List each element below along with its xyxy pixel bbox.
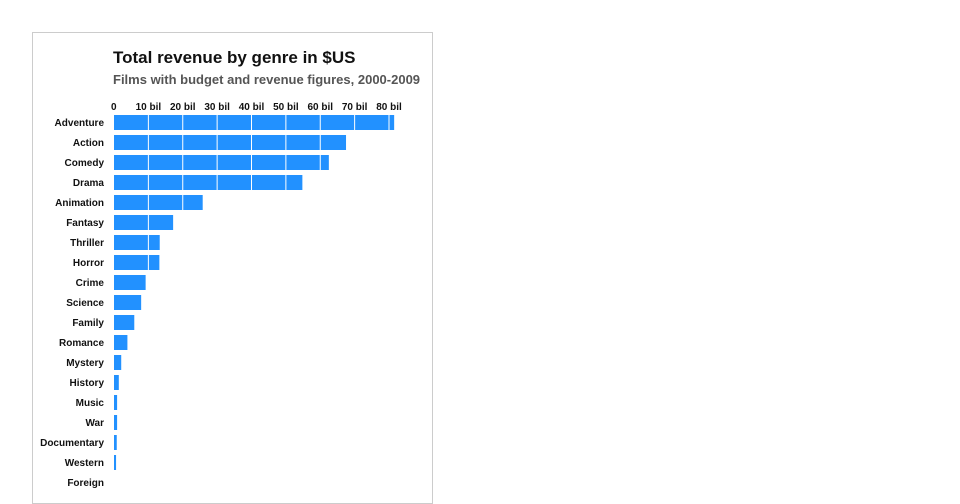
- category-label: Foreign: [67, 478, 104, 489]
- x-tick-label: 10 bil: [136, 102, 162, 113]
- category-label: Science: [66, 298, 104, 309]
- bar-war: [114, 415, 118, 430]
- category-label: Crime: [76, 278, 105, 289]
- category-label: Fantasy: [66, 218, 104, 229]
- category-label: Animation: [55, 198, 104, 209]
- category-label: Western: [65, 458, 104, 469]
- x-tick-label: 50 bil: [273, 102, 299, 113]
- category-label: Adventure: [55, 118, 105, 129]
- bar-fantasy: [114, 215, 174, 230]
- chart-panel: [32, 32, 433, 504]
- category-label: Comedy: [65, 158, 105, 169]
- category-label: History: [70, 378, 105, 389]
- bar-crime: [114, 275, 146, 290]
- category-label: Action: [73, 138, 104, 149]
- y-axis: Adventure Action Comedy Drama Animation Fanta…: [40, 118, 104, 489]
- bar-science: [114, 295, 142, 310]
- x-tick-label: 20 bil: [170, 102, 196, 113]
- category-label: Horror: [73, 258, 104, 269]
- bar-romance: [114, 335, 128, 350]
- category-label: Family: [72, 318, 104, 329]
- category-label: War: [85, 418, 104, 429]
- category-label: Drama: [73, 178, 105, 189]
- bar-documentary: [114, 435, 117, 450]
- bar-western: [114, 455, 117, 470]
- bar-horror: [114, 255, 160, 270]
- bar-thriller: [114, 235, 160, 250]
- category-label: Romance: [59, 338, 104, 349]
- x-tick-label: 70 bil: [342, 102, 368, 113]
- x-tick-label: 80 bil: [376, 102, 402, 113]
- bar-history: [114, 375, 119, 390]
- bar-animation: [114, 195, 203, 210]
- x-tick-label: 60 bil: [307, 102, 333, 113]
- bar-family: [114, 315, 135, 330]
- category-label: Mystery: [66, 358, 104, 369]
- x-tick-label: 30 bil: [204, 102, 230, 113]
- x-axis: 0 10 bil 20 bil 30 bil 40 bil 50 bil 60 bil 70 …: [111, 102, 402, 113]
- chart-title: Total revenue by genre in $US: [113, 48, 356, 67]
- chart-subtitle: Films with budget and revenue figures, 2…: [113, 72, 421, 87]
- x-tick-label: 0: [111, 102, 117, 113]
- bar-music: [114, 395, 118, 410]
- category-label: Music: [76, 398, 105, 409]
- bar-adventure: [114, 115, 395, 130]
- bar-drama: [114, 175, 303, 190]
- x-tick-label: 40 bil: [239, 102, 265, 113]
- bar-comedy: [114, 155, 329, 170]
- bar-mystery: [114, 355, 122, 370]
- category-label: Thriller: [70, 238, 104, 249]
- category-label: Documentary: [40, 438, 104, 449]
- bars: [114, 115, 395, 470]
- gridlines: [147, 115, 390, 490]
- bar-action: [114, 135, 347, 150]
